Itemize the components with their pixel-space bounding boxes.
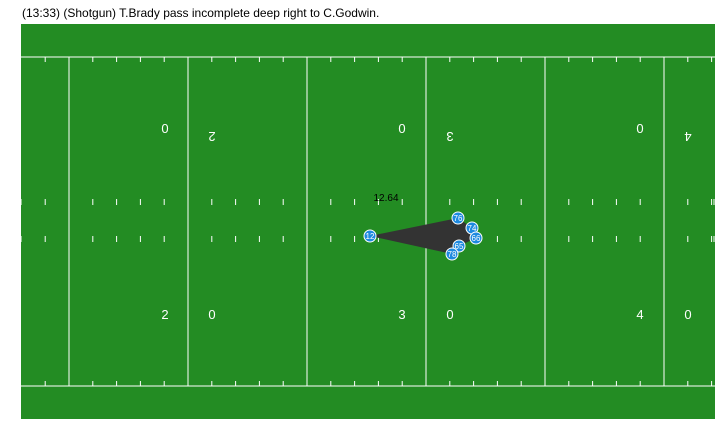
yard-lines xyxy=(68,57,665,386)
player-circle xyxy=(469,231,483,245)
player-number: 78 xyxy=(448,250,457,259)
player-66: 66 xyxy=(469,231,483,245)
pass-polygon xyxy=(370,218,476,254)
yard-number-bottom: 2 xyxy=(161,307,168,322)
yard-numbers-top: 0 2 0 3 0 4 xyxy=(161,121,691,144)
player-78: 78 xyxy=(445,247,459,261)
yard-number-top: 0 xyxy=(398,121,405,136)
player-passer: 12 xyxy=(363,229,377,243)
player-circle xyxy=(445,247,459,261)
player-number: 12 xyxy=(366,232,375,241)
yard-number-bottom: 0 xyxy=(446,307,453,322)
player-number: 65 xyxy=(455,242,464,251)
yard-number-top: 0 xyxy=(636,121,643,136)
yard-number-top: 3 xyxy=(446,129,453,144)
player-number: 66 xyxy=(472,234,481,243)
player-number: 74 xyxy=(468,224,477,233)
yard-number-bottom: 0 xyxy=(208,307,215,322)
play-description: (13:33) (Shotgun) T.Brady pass incomplet… xyxy=(22,6,380,20)
yard-number-bottom: 4 xyxy=(636,307,643,322)
yard-number-top: 4 xyxy=(684,129,691,144)
yard-number-top: 2 xyxy=(208,129,215,144)
player-circle xyxy=(451,211,465,225)
yard-numbers-bottom: 2 0 3 0 4 0 xyxy=(161,307,691,322)
player-76: 76 xyxy=(451,211,465,225)
time-label: 12.64 xyxy=(373,193,398,204)
field-background xyxy=(21,24,715,419)
yard-number-bottom: 0 xyxy=(684,307,691,322)
player-circle xyxy=(363,229,377,243)
player-number: 76 xyxy=(454,214,463,223)
yard-number-top: 0 xyxy=(161,121,168,136)
yard-number-bottom: 3 xyxy=(398,307,405,322)
